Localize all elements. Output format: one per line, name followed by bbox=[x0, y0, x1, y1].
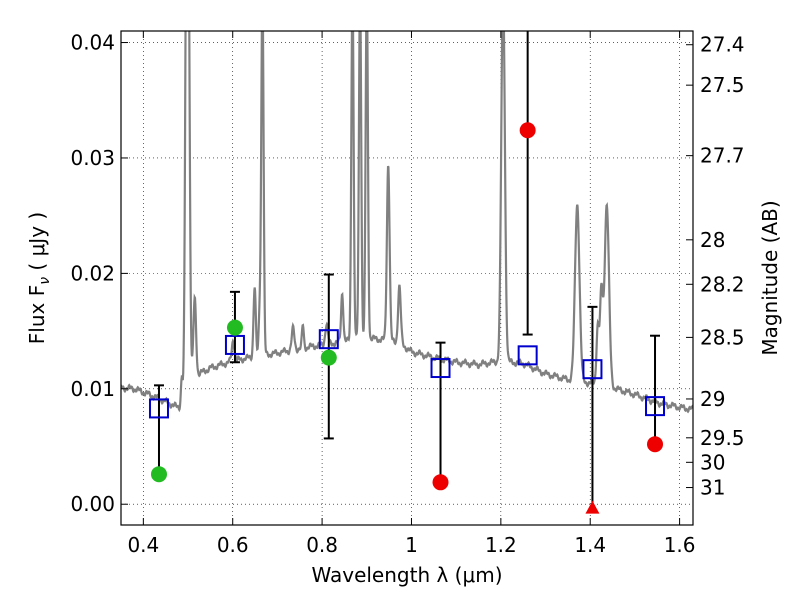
observed-point-upper-limit bbox=[585, 500, 600, 514]
y-axis-label-unit: ( μJy ) bbox=[25, 212, 49, 277]
mag-tick-label: 30 bbox=[700, 450, 725, 474]
mag-tick-label: 29 bbox=[700, 387, 725, 411]
grid bbox=[121, 31, 693, 525]
mag-tick-label: 28.5 bbox=[700, 325, 745, 349]
observed-point-detection bbox=[226, 319, 243, 336]
x-tick-label: 0.8 bbox=[306, 533, 338, 557]
model-point bbox=[645, 396, 666, 417]
mag-tick-label: 28 bbox=[700, 228, 725, 252]
y-axis-label-sub: ν bbox=[37, 277, 53, 285]
model-layer bbox=[148, 329, 666, 419]
spectrum-layer bbox=[121, 31, 693, 414]
y-axis-label-main: Flux F bbox=[25, 285, 49, 344]
model-point bbox=[430, 358, 451, 379]
y2-axis-label: Magnitude (AB) bbox=[758, 200, 782, 355]
model-point bbox=[582, 359, 603, 380]
model-point bbox=[148, 398, 169, 419]
y-axis-label: Flux Fν ( μJy ) bbox=[25, 212, 53, 344]
y-tick-label: 0.02 bbox=[70, 261, 115, 285]
mag-tick-label: 29.5 bbox=[700, 426, 745, 450]
observed-point-nondetection bbox=[519, 122, 536, 139]
observed-point-nondetection bbox=[432, 474, 449, 491]
model-point bbox=[318, 329, 339, 350]
model-point bbox=[224, 334, 245, 355]
x-tick-label: 1 bbox=[405, 533, 418, 557]
observed-point-detection bbox=[320, 349, 337, 366]
mag-tick-label: 27.4 bbox=[700, 33, 745, 57]
plot-frame bbox=[120, 30, 694, 526]
x-tick-label: 1.6 bbox=[664, 533, 696, 557]
model-point bbox=[517, 345, 538, 366]
x-tick-label: 0.6 bbox=[217, 533, 249, 557]
mag-tick-label: 27.7 bbox=[700, 144, 745, 168]
observed-point-detection bbox=[150, 466, 167, 483]
plot-background bbox=[121, 31, 693, 525]
y-tick-label: 0.03 bbox=[70, 146, 115, 170]
x-axis-label: Wavelength λ (μm) bbox=[311, 563, 502, 587]
y-tick-label: 0.01 bbox=[70, 377, 115, 401]
mag-tick-label: 31 bbox=[700, 476, 725, 500]
ticks: 0.4 0.6 0.8 1 1.2 1.4 1.6 0.00 0.01 0.02 0.03 0.04 2… bbox=[70, 31, 744, 557]
x-tick-label: 1.2 bbox=[485, 533, 517, 557]
x-tick-label: 0.4 bbox=[127, 533, 159, 557]
y-tick-label: 0.04 bbox=[70, 31, 115, 55]
observed-layer bbox=[150, 122, 664, 514]
spectrum-line bbox=[121, 31, 693, 414]
mag-tick-label: 27.5 bbox=[700, 73, 745, 97]
x-tick-label: 1.4 bbox=[574, 533, 606, 557]
observed-point-nondetection bbox=[647, 436, 664, 453]
mag-tick-label: 28.2 bbox=[700, 272, 745, 296]
y-tick-label: 0.00 bbox=[70, 492, 115, 516]
